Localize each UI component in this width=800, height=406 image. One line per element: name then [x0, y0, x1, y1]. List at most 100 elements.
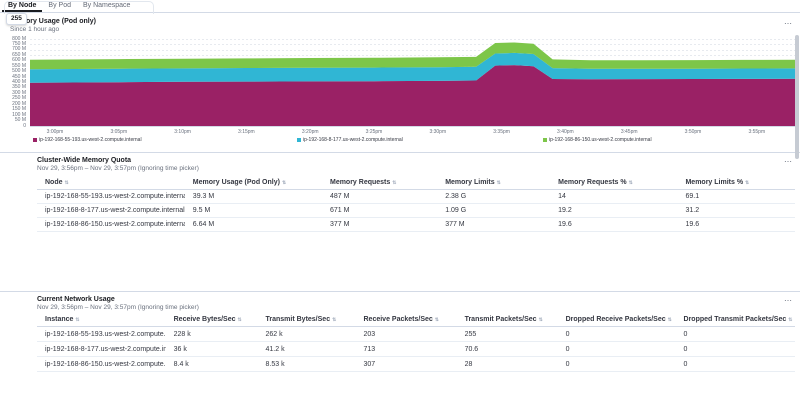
- column-header[interactable]: Memory Limits ⇅: [437, 176, 551, 190]
- table-cell: 0: [557, 341, 676, 357]
- sort-icon: ⇅: [496, 180, 501, 186]
- column-header-label: Transmit Packets/Sec: [464, 316, 537, 323]
- table-cell: 203: [355, 326, 457, 342]
- tab-by-node[interactable]: By Node: [2, 0, 42, 12]
- vertical-scrollbar-thumb[interactable]: [795, 35, 799, 159]
- table-row: ip-192-168-8-177.us-west-2.compute.inter…: [37, 203, 795, 218]
- legend-item[interactable]: ip-192-168-86-150.us-west-2.compute.inte…: [543, 137, 652, 143]
- tab-by-pod[interactable]: By Pod: [48, 2, 71, 9]
- table-cell: ip-192-168-55-193.us-west-2.compute.inte…: [37, 326, 166, 342]
- y-axis-tick-label: 450 M: [12, 73, 26, 80]
- y-axis-tick-label: 800 M: [12, 35, 26, 42]
- y-axis-tick-label: 700 M: [12, 46, 26, 53]
- column-header[interactable]: Transmit Packets/Sec ⇅: [456, 313, 558, 327]
- table-cell: 713: [355, 341, 457, 357]
- column-header[interactable]: Memory Requests % ⇅: [550, 176, 678, 190]
- y-axis-tick-label: 150 M: [12, 106, 26, 113]
- table-cell: 41.2 k: [257, 341, 356, 357]
- column-header-label: Memory Limits %: [685, 179, 744, 186]
- column-header-label: Receive Bytes/Sec: [173, 316, 236, 323]
- network-usage-table: Instance ⇅ Receive Bytes/Sec ⇅ Transmit Byte…: [37, 313, 795, 372]
- x-axis-tick-label: 3:30pm: [429, 129, 447, 135]
- y-axis-tick-label: 400 M: [12, 79, 26, 85]
- memory-quota-subtitle: Nov 29, 3:56pm – Nov 29, 3:57pm (Ignorin…: [37, 165, 199, 172]
- column-header[interactable]: Transmit Bytes/Sec ⇅: [257, 313, 356, 327]
- column-header[interactable]: Receive Bytes/Sec ⇅: [165, 313, 258, 327]
- sort-icon: ⇅: [538, 317, 543, 323]
- y-axis-tick-label: 350 M: [12, 84, 26, 91]
- table-row: ip-192-168-86-150.us-west-2.compute.inte…: [37, 356, 795, 372]
- legend-item[interactable]: ip-192-168-55-193.us-west-2.compute.inte…: [33, 137, 142, 143]
- column-header[interactable]: Node ⇅: [37, 176, 185, 190]
- table-cell: 307: [355, 356, 457, 372]
- column-header-label: Receive Packets/Sec: [363, 316, 433, 323]
- table-cell: 0: [557, 326, 676, 342]
- table-cell: 19.6: [677, 217, 795, 232]
- column-header-label: Memory Requests: [329, 179, 391, 186]
- column-header-label: Memory Limits: [445, 179, 495, 186]
- column-header[interactable]: Memory Limits % ⇅: [677, 176, 795, 190]
- y-axis-tick-label: 100 M: [12, 111, 26, 118]
- table-cell: ip-192-168-8-177.us-west-2.compute.inter…: [37, 341, 166, 357]
- table-cell: 69.1: [677, 189, 795, 204]
- y-axis-tick-label: 600 M: [12, 57, 26, 64]
- memory-chart-menu-icon[interactable]: ⋯: [784, 19, 793, 28]
- column-header[interactable]: Instance ⇅: [37, 313, 166, 327]
- y-axis-tick-label: 550 M: [12, 62, 26, 69]
- column-header[interactable]: Dropped Transmit Packets/Sec ⇅: [675, 313, 795, 327]
- table-cell: 8.53 k: [257, 356, 356, 372]
- table-cell: ip-192-168-55-193.us-west-2.compute.inte…: [37, 189, 185, 204]
- x-axis-tick-label: 3:15pm: [238, 129, 255, 135]
- legend-label: ip-192-168-55-193.us-west-2.compute.inte…: [39, 137, 142, 143]
- column-header[interactable]: Memory Usage (Pod Only) ⇅: [184, 176, 322, 190]
- table-header-row: Instance ⇅ Receive Bytes/Sec ⇅ Transmit Byte…: [37, 313, 795, 327]
- memory-quota-menu-icon[interactable]: ⋯: [784, 157, 793, 166]
- legend-swatch-icon: [297, 138, 301, 142]
- y-axis-tick-label: 250 M: [12, 95, 26, 102]
- sort-icon: ⇅: [281, 180, 287, 186]
- sort-icon: ⇅: [332, 317, 337, 323]
- legend-item[interactable]: ip-192-168-8-177.us-west-2.compute.inter…: [297, 137, 403, 143]
- column-header[interactable]: Receive Packets/Sec ⇅: [355, 313, 457, 327]
- table-cell: 14: [550, 189, 678, 204]
- memory-quota-title: Cluster-Wide Memory Quota: [37, 157, 132, 164]
- table-cell: 0: [675, 341, 795, 357]
- table-cell: 1.09 G: [437, 203, 551, 218]
- tab-by-namespace[interactable]: By Namespace: [82, 2, 131, 9]
- network-usage-menu-icon[interactable]: ⋯: [784, 296, 793, 305]
- x-axis-tick-label: 3:20pm: [301, 129, 319, 135]
- y-axis-tick-label: 0: [23, 122, 26, 129]
- column-header-label: Node: [45, 179, 63, 186]
- y-axis-tick-label: 750 M: [12, 40, 26, 47]
- table-cell: 0: [675, 326, 795, 342]
- table-cell: ip-192-168-86-150.us-west-2.compute.inte…: [37, 217, 185, 232]
- sort-icon: ⇅: [667, 317, 672, 323]
- column-header-label: Memory Requests %: [558, 179, 627, 186]
- sort-icon: ⇅: [628, 180, 633, 186]
- table-cell: 39.3 M: [184, 189, 322, 204]
- sort-icon: ⇅: [434, 317, 439, 323]
- legend-swatch-icon: [543, 138, 547, 142]
- table-cell: 487 M: [321, 189, 438, 204]
- column-header[interactable]: Memory Requests ⇅: [321, 176, 438, 190]
- table-cell: 6.64 M: [184, 217, 322, 232]
- table-cell: 2.38 G: [437, 189, 551, 204]
- column-header-label: Dropped Receive Packets/Sec: [565, 316, 666, 323]
- memory-usage-stacked-area-chart: [30, 39, 795, 127]
- legend-swatch-icon: [33, 138, 37, 142]
- table-cell: 0: [675, 356, 795, 372]
- table-cell: 262 k: [257, 326, 356, 342]
- column-header[interactable]: Dropped Receive Packets/Sec ⇅: [557, 313, 676, 327]
- legend-label: ip-192-168-8-177.us-west-2.compute.inter…: [303, 137, 403, 143]
- table-cell: ip-192-168-8-177.us-west-2.compute.inter…: [37, 203, 185, 218]
- y-axis-tick-label: 200 M: [12, 100, 26, 107]
- table-cell: 8.4 k: [165, 356, 258, 372]
- network-usage-subtitle: Nov 29, 3:56pm – Nov 29, 3:57pm (Ignorin…: [37, 304, 199, 311]
- x-axis-tick-label: 3:50pm: [684, 129, 702, 135]
- table-header-row: Node ⇅ Memory Usage (Pod Only) ⇅ Memory Requ…: [37, 176, 795, 190]
- table-cell: ip-192-168-86-150.us-west-2.compute.inte…: [37, 356, 166, 372]
- x-axis-tick-label: 3:35pm: [493, 129, 510, 135]
- memory-chart-subtitle: Since 1 hour ago: [10, 26, 60, 33]
- table-row: ip-192-168-55-193.us-west-2.compute.inte…: [37, 326, 795, 342]
